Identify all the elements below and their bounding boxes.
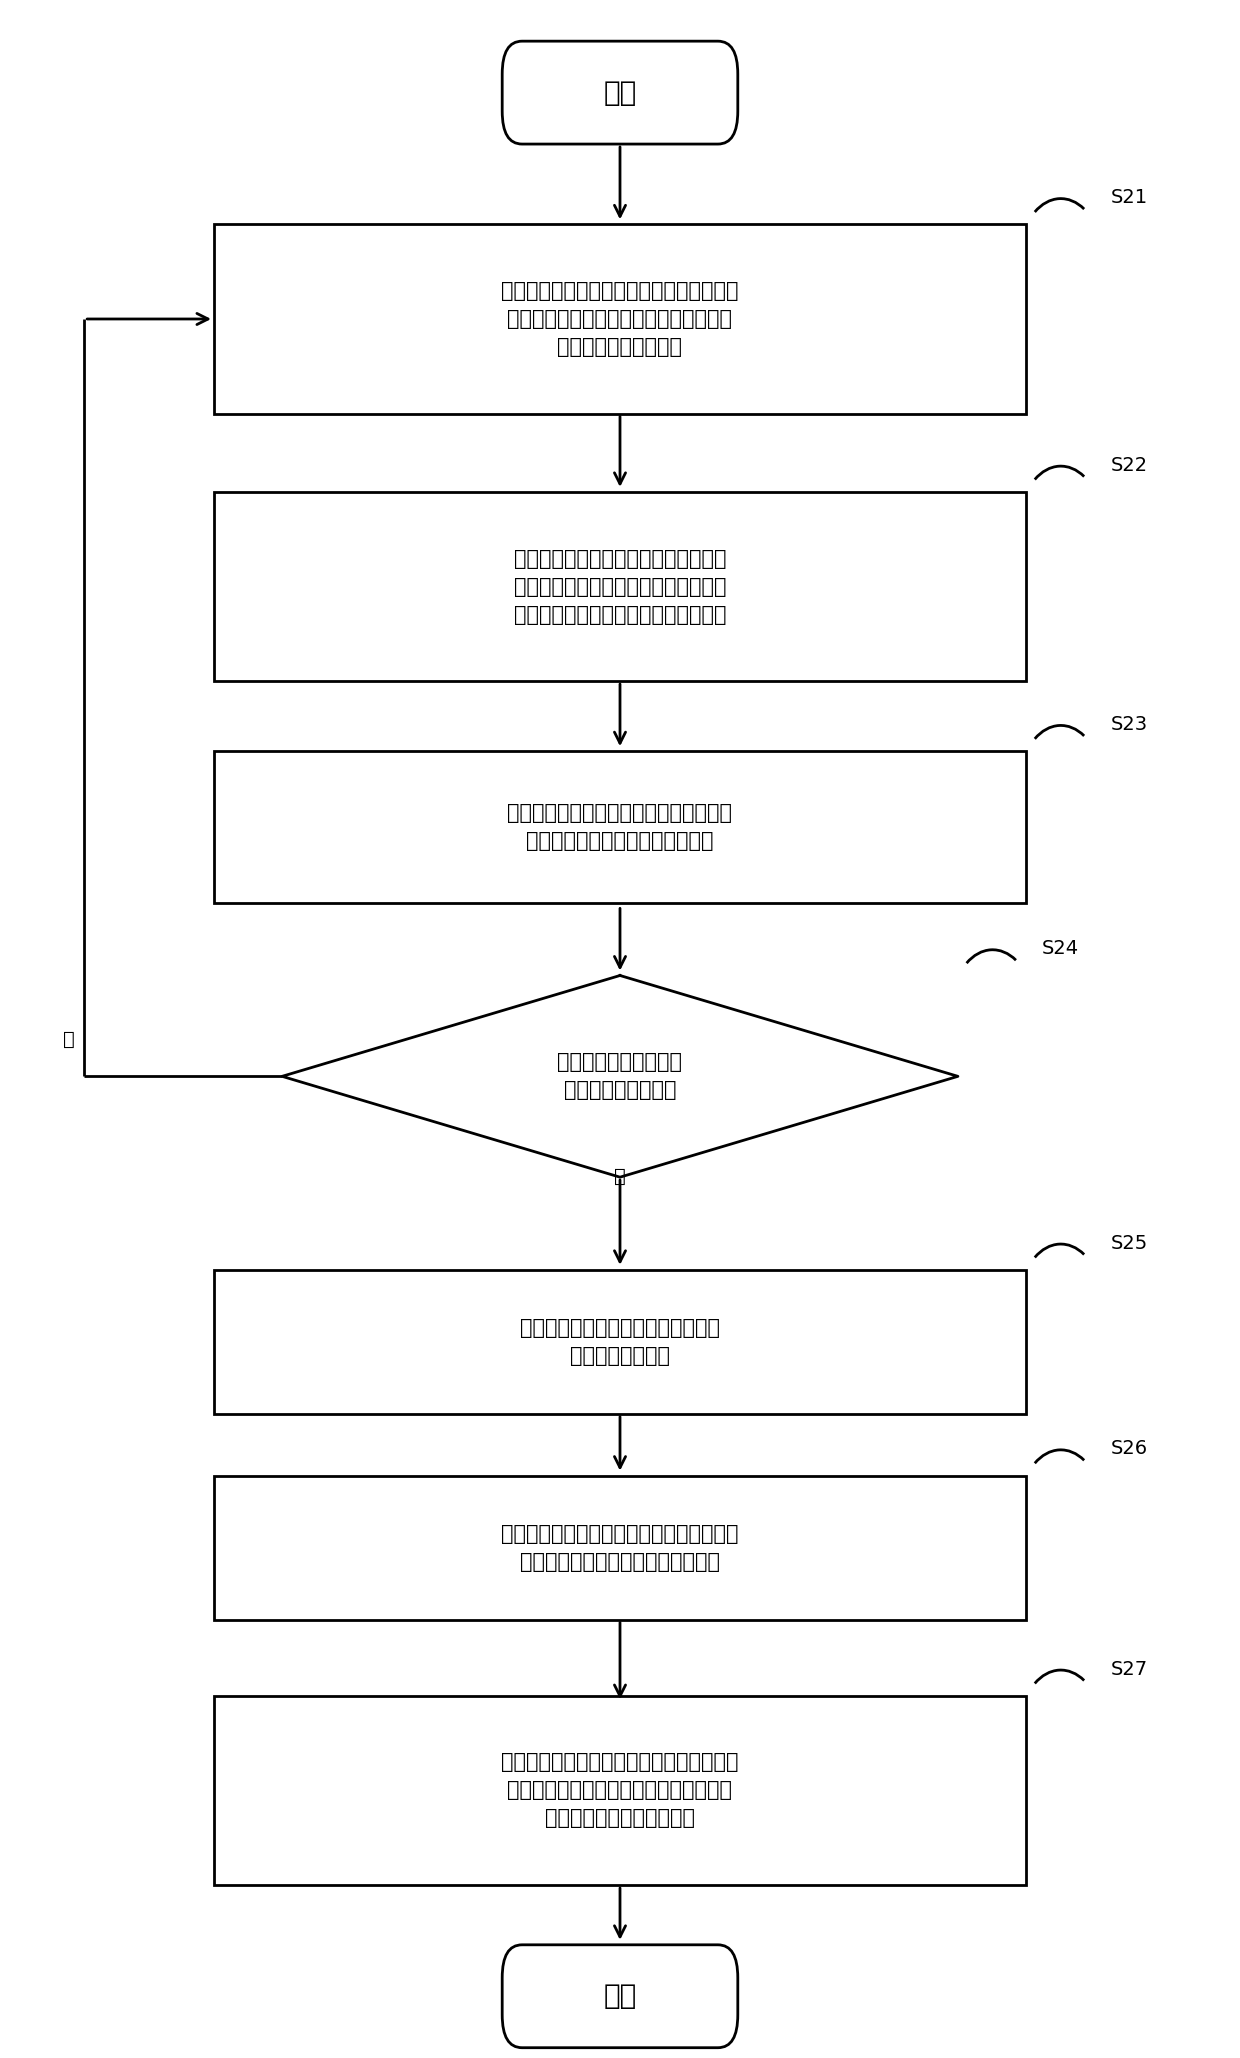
Polygon shape [281, 975, 957, 1177]
Text: 依次将一个阴头转阳头的射频同轴连接器、
阳头转阴头的射频同轴连接器和负载电阵
串联形成一个待测组件: 依次将一个阴头转阳头的射频同轴连接器、 阳头转阴头的射频同轴连接器和负载电阵 串… [501, 282, 739, 356]
FancyBboxPatch shape [502, 41, 738, 144]
Text: S21: S21 [1111, 187, 1147, 208]
FancyBboxPatch shape [502, 1945, 738, 2048]
Text: 结束: 结束 [604, 1982, 636, 2011]
Bar [213, 492, 1025, 681]
Text: S24: S24 [1042, 938, 1079, 959]
Text: S27: S27 [1111, 1659, 1147, 1679]
Text: 利用时间距离坐标转化公式将时域曲线图中
的横坐标时间轴转化为横坐标距离轴: 利用时间距离坐标转化公式将时域曲线图中 的横坐标时间轴转化为横坐标距离轴 [501, 1523, 739, 1572]
Text: 开始: 开始 [604, 78, 636, 107]
Text: S22: S22 [1111, 455, 1147, 475]
Bar [213, 224, 1025, 414]
Text: 否: 否 [63, 1029, 74, 1050]
Bar [213, 1270, 1025, 1414]
Text: S23: S23 [1111, 714, 1147, 735]
Text: 利用网络分析仪对待测组件进行时域反射
测试得到待测组件的反射电压信号: 利用网络分析仪对待测组件进行时域反射 测试得到待测组件的反射电压信号 [507, 803, 733, 852]
Bar [213, 1476, 1025, 1620]
Bar [213, 1696, 1025, 1885]
Text: 是: 是 [614, 1167, 626, 1185]
Text: 将反射电压信号的峰値对应距离横坐标轴上
的距离数値作为待测组件中阳头转阴头的
射频同轴连接器的故障位置: 将反射电压信号的峰値对应距离横坐标轴上 的距离数値作为待测组件中阳头转阴头的 射… [501, 1753, 739, 1828]
Text: S25: S25 [1111, 1233, 1148, 1253]
Bar [213, 751, 1025, 903]
Text: S26: S26 [1111, 1439, 1147, 1459]
Text: 将网络分析仪的输出端连接至一根同轴
电缆的一端，并将该同轴电缆的另一端
连接至阴头转阳头的射频同轴连接器上: 将网络分析仪的输出端连接至一根同轴 电缆的一端，并将该同轴电缆的另一端 连接至阴… [513, 549, 727, 624]
Text: 反射电压信号的波峰値
是否大于预设电压？: 反射电压信号的波峰値 是否大于预设电压？ [558, 1052, 682, 1101]
Text: 利用二维坐标系建立反射电压和时间
之间的时域曲线图: 利用二维坐标系建立反射电压和时间 之间的时域曲线图 [520, 1317, 720, 1367]
